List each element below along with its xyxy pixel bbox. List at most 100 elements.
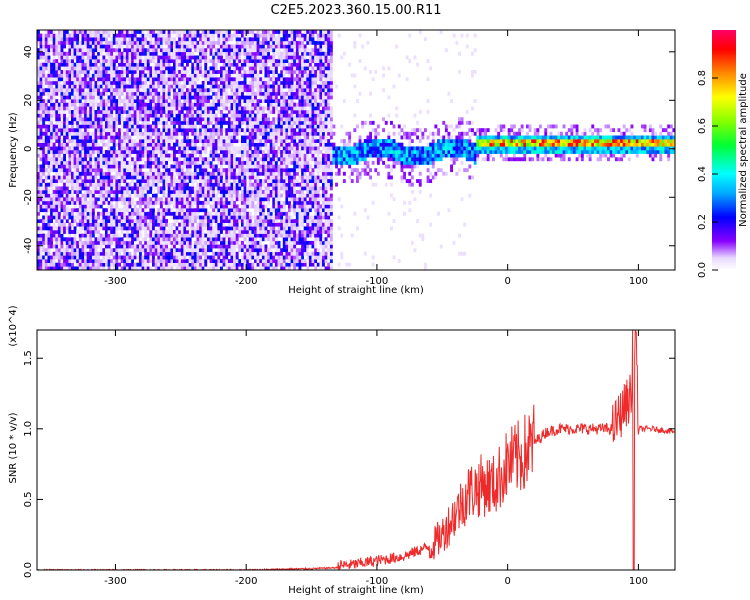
spectrogram-cell: [175, 62, 179, 67]
spectrogram-cell: [154, 171, 158, 176]
spectrogram-cell: [44, 248, 48, 253]
spectrogram-cell: [180, 197, 184, 202]
spectrogram-cell: [44, 240, 48, 245]
spectrogram-cell: [86, 44, 90, 49]
spectrogram-cell: [78, 171, 82, 176]
spectrogram-cell: [152, 248, 155, 253]
spectrogram-cell: [39, 179, 43, 183]
spectrogram-cell: [118, 102, 121, 107]
spectrogram-cell: [125, 55, 129, 60]
spectrogram-cell: [144, 80, 148, 85]
spectrogram-cell: [159, 186, 163, 191]
spectrogram-cell: [235, 59, 239, 63]
spectrogram-cell: [63, 150, 66, 154]
spectrogram-cell: [44, 44, 48, 49]
spectrogram-cell: [204, 131, 208, 136]
spectrogram-cell: [170, 168, 174, 173]
spectrogram-cell: [57, 168, 61, 173]
spectrogram-cell: [214, 51, 218, 56]
spectrogram-cell: [222, 37, 226, 42]
spectrogram-cell: [60, 186, 64, 191]
spectrogram-cell: [71, 62, 74, 67]
spectrogram-cell: [52, 175, 56, 180]
spectrogram-cell: [159, 62, 163, 67]
spectrogram-cell: [225, 59, 229, 63]
spectrogram-cell: [167, 186, 171, 191]
spectrogram-cell: [162, 208, 166, 213]
spectrogram-cell: [86, 117, 90, 122]
spectrogram-cell: [246, 240, 250, 245]
spectrogram-cell: [81, 33, 85, 38]
spectrogram-cell: [102, 77, 106, 82]
spectrogram-cell: [167, 157, 171, 162]
spectrogram-cell: [243, 262, 247, 267]
spectrogram-cell: [39, 175, 43, 180]
spectrogram-cell: [84, 233, 87, 238]
spectrogram-cell: [180, 222, 184, 227]
spectrogram-cell: [115, 193, 119, 198]
spectrogram-cell: [133, 237, 137, 242]
spectrogram-cell: [102, 190, 106, 194]
spectrogram-cell: [139, 91, 142, 96]
spectrogram-cell: [73, 233, 77, 238]
spectrogram-cell: [214, 106, 218, 111]
spectrogram-cell: [212, 80, 216, 85]
spectrogram-cell: [165, 66, 168, 71]
spectrogram-cell: [183, 237, 187, 242]
spectrogram-cell: [167, 44, 171, 49]
spectrogram-cell: [86, 150, 90, 154]
spectrogram-cell: [149, 99, 153, 103]
spectrogram-cell: [212, 164, 216, 169]
spectrogram-cell: [196, 84, 200, 89]
spectrogram-cell: [78, 135, 82, 140]
spectrogram-cell: [99, 113, 103, 118]
spectrogram-cell: [167, 193, 171, 198]
spectrogram-cell: [209, 226, 213, 231]
spectrogram-cell: [141, 62, 145, 67]
spectrogram-cell: [209, 51, 213, 56]
spectrogram-cell: [209, 197, 213, 202]
spectrogram-cell: [214, 84, 218, 89]
spectrogram-cell: [115, 131, 119, 136]
spectrogram-cell: [178, 248, 182, 253]
spectrogram-cell: [233, 255, 236, 260]
spectrogram-cell: [123, 62, 127, 67]
spectrogram-cell: [50, 102, 53, 107]
spectrogram-cell: [131, 200, 134, 205]
spectrogram-cell: [193, 62, 197, 67]
spectrogram-cell: [86, 259, 90, 263]
spectrogram-cell: [152, 48, 155, 53]
spectrogram-cell: [186, 142, 189, 147]
spectrogram-cell: [199, 200, 202, 205]
spectrogram-cell: [120, 179, 124, 183]
spectrogram-cell: [44, 153, 48, 158]
spectrogram-cell: [152, 44, 155, 49]
spectrogram-cell: [141, 48, 145, 53]
spectrogram-cell: [115, 255, 119, 260]
spectrogram-cell: [57, 150, 61, 154]
spectrogram-cell: [55, 102, 59, 107]
spectrogram-cell: [44, 219, 48, 223]
spectrogram-cell: [102, 237, 106, 242]
spectrogram-cell: [71, 102, 74, 107]
spectrogram-cell: [91, 164, 95, 169]
spectrogram-cell: [47, 240, 51, 245]
spectrogram-cell: [170, 222, 174, 227]
spectrogram-cell: [243, 142, 247, 147]
spectrogram-cell: [225, 160, 229, 165]
spectrogram-cell: [149, 157, 153, 162]
spectrogram-cell: [60, 106, 64, 111]
spectrogram-cell: [188, 211, 192, 216]
spectrogram-cell: [141, 244, 145, 249]
spectrogram-cell: [99, 110, 103, 114]
spectrogram-cell: [89, 244, 93, 249]
spectrogram-cell: [256, 142, 260, 147]
spectrogram-cell: [246, 91, 250, 96]
spectrogram-cell: [107, 131, 111, 136]
spectrogram-cell: [159, 73, 163, 78]
spectrogram-cell: [201, 190, 205, 194]
spectrogram-cell: [220, 40, 223, 45]
spectrogram-cell: [57, 110, 61, 114]
spectrogram-cell: [139, 222, 142, 227]
spectrogram-cell: [133, 157, 137, 162]
